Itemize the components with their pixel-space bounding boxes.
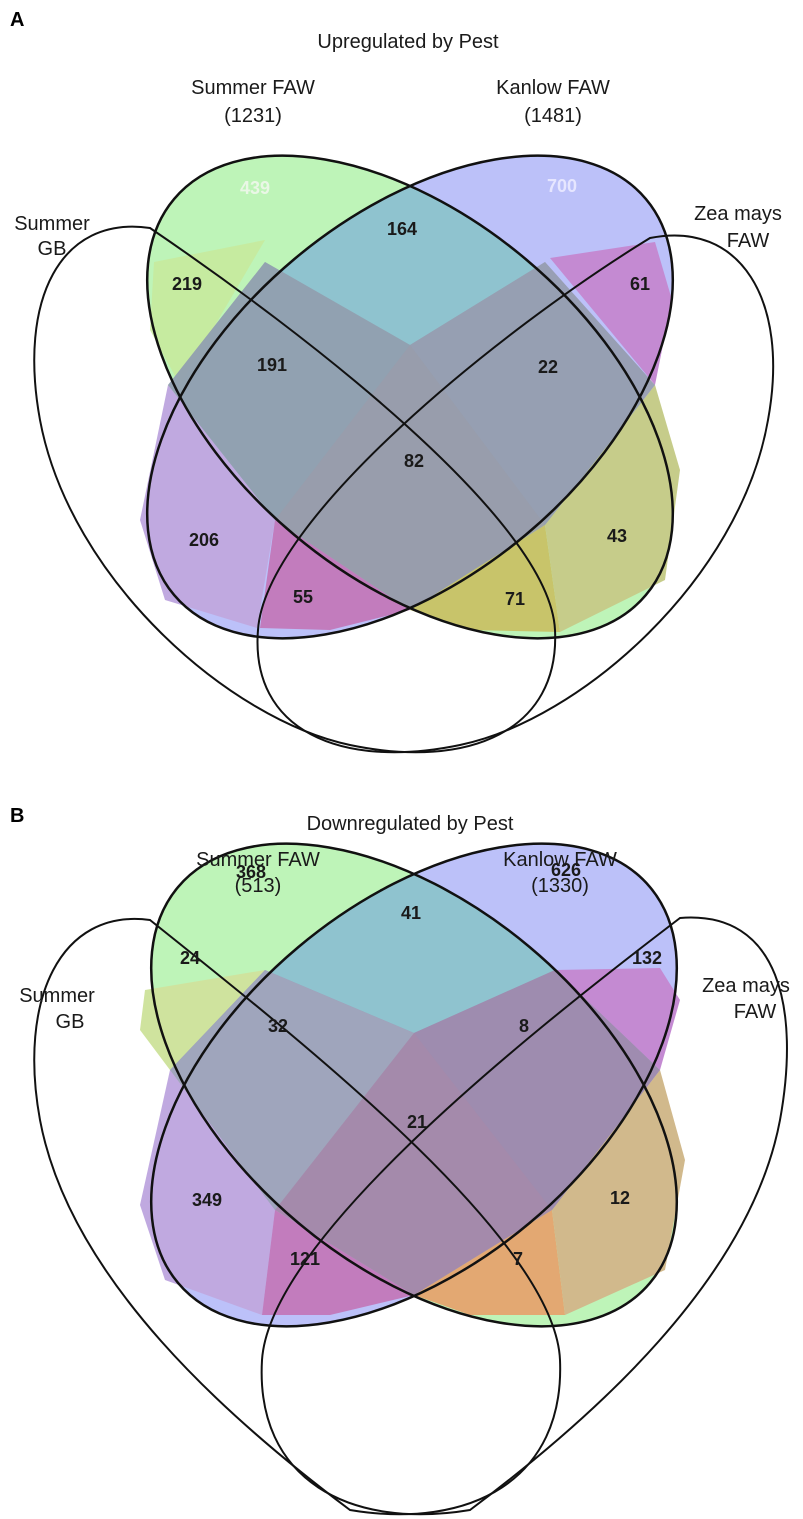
region-sgb-sfaw-kfaw: 32	[268, 1016, 288, 1036]
zea-mays-label: Zea mays	[694, 203, 782, 225]
region-summer-faw-only: 439	[240, 178, 270, 198]
region-sgb-kfaw: 349	[192, 1190, 222, 1210]
venn-panel-b: B Downregulated by Pest Summer FAW (513)…	[0, 800, 803, 1519]
panel-title: Downregulated by Pest	[307, 813, 514, 835]
region-sgb-sfaw-kfaw: 191	[257, 355, 287, 375]
venn-diagram-a: A Upregulated by Pest	[10, 9, 782, 754]
region-kanlow-faw-only: 700	[547, 176, 577, 196]
summer-gb-label-2: GB	[38, 238, 67, 260]
region-summer-faw-only: 368	[236, 862, 266, 882]
zea-mays-label: Zea mays	[702, 975, 790, 997]
panel-title: Upregulated by Pest	[317, 31, 499, 53]
kanlow-faw-count: (1481)	[524, 105, 582, 127]
summer-faw-count: (513)	[235, 875, 282, 897]
region-all-four: 21	[407, 1112, 427, 1132]
region-sfaw-kfaw: 164	[387, 219, 417, 239]
region-sfaw-kfaw-zea: 8	[519, 1016, 529, 1036]
venn-diagram-b: B Downregulated by Pest Summer FAW (513)…	[10, 805, 790, 1516]
summer-faw-count: (1231)	[224, 105, 282, 127]
region-sfaw-kfaw: 41	[401, 903, 421, 923]
summer-faw-label: Summer FAW	[196, 849, 320, 871]
region-sfaw-zea: 43	[607, 526, 627, 546]
region-sfaw-zea: 12	[610, 1188, 630, 1208]
zea-mays-label-2: FAW	[727, 230, 770, 252]
region-all-four: 82	[404, 451, 424, 471]
region-sfaw-kfaw-zea: 22	[538, 357, 558, 377]
summer-gb-label: Summer	[14, 213, 90, 235]
region-sgb-sfaw-zea: 7	[513, 1249, 523, 1269]
region-kfaw-zea: 61	[630, 274, 650, 294]
region-kfaw-zea: 132	[632, 948, 662, 968]
summer-gb-label: Summer	[19, 985, 95, 1007]
kanlow-faw-label: Kanlow FAW	[503, 849, 617, 871]
venn-panel-a: A Upregulated by Pest	[10, 9, 782, 754]
summer-faw-label: Summer FAW	[191, 77, 315, 99]
region-sgb-sfaw: 24	[180, 948, 200, 968]
panel-letter: B	[10, 805, 24, 827]
zea-mays-outline	[260, 916, 788, 1516]
panel-letter: A	[10, 9, 24, 31]
summer-gb-outline	[33, 225, 557, 754]
region-sgb-kfaw-zea: 121	[290, 1249, 320, 1269]
region-sgb-sfaw: 219	[172, 274, 202, 294]
summer-gb-label-2: GB	[56, 1011, 85, 1033]
kanlow-faw-label: Kanlow FAW	[496, 77, 610, 99]
region-kanlow-faw-only: 626	[551, 860, 581, 880]
zea-mays-label-2: FAW	[734, 1001, 777, 1023]
kanlow-faw-count: (1330)	[531, 875, 589, 897]
region-sgb-kfaw: 206	[189, 530, 219, 550]
zea-mays-outline	[256, 234, 775, 754]
region-sgb-sfaw-zea: 71	[505, 589, 525, 609]
summer-gb-outline	[33, 917, 562, 1516]
region-sgb-kfaw-zea: 55	[293, 587, 313, 607]
